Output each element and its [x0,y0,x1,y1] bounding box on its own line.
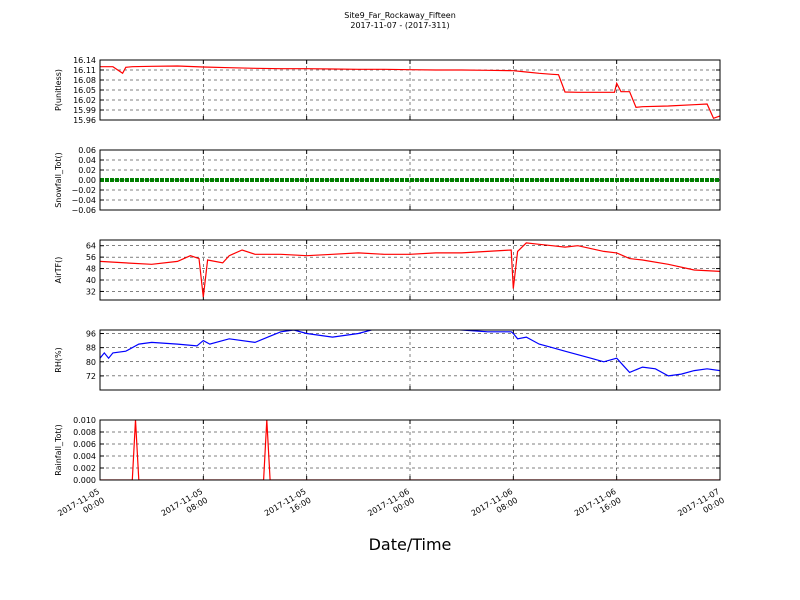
series-line-1 [100,65,720,120]
y-tick-label: −0.02 [71,186,96,195]
y-tick-label: 15.96 [73,116,96,125]
series-line-5 [100,420,720,480]
y-tick-label: 56 [86,253,96,262]
y-tick-label: 16.08 [73,76,96,85]
y-tick-label: 48 [86,265,96,274]
y-tick-label: 16.05 [73,86,96,95]
y-tick-label: −0.06 [71,206,96,215]
y-tick-label: 64 [86,242,96,251]
y-tick-label: 0.008 [73,428,96,437]
y-axis-label: RH(%) [54,347,63,372]
y-tick-label: −0.04 [71,196,96,205]
chart-title: Site9_Far_Rockaway_Fifteen [344,11,456,20]
y-tick-label: 0.00 [78,176,96,185]
x-tick-label: 2017-11-0616:00 [573,487,623,527]
y-axis-label: Rainfall_Tot() [54,424,63,476]
y-tick-label: 0.06 [78,146,96,155]
y-tick-label: 0.02 [78,166,96,175]
y-tick-label: 88 [86,344,96,353]
y-tick-label: 0.004 [73,452,96,461]
y-tick-label: 16.14 [73,56,96,65]
y-tick-label: 32 [86,287,96,296]
y-tick-label: 0.010 [73,416,96,425]
x-tick-label: 2017-11-0508:00 [160,487,210,527]
plot-frame [99,149,721,211]
y-tick-label: 72 [86,372,96,381]
y-tick-label: 0.002 [73,464,96,473]
y-tick-label: 16.11 [73,66,96,75]
y-tick-label: 0.006 [73,440,96,449]
y-tick-label: 16.02 [73,96,96,105]
y-axis-label: Snowfall_Tot() [54,152,63,208]
x-tick-label: 2017-11-0500:00 [56,487,106,527]
x-axis-label: Date/Time [368,535,452,554]
y-tick-label: 0.000 [73,476,96,485]
x-tick-label: 2017-11-0600:00 [366,487,416,527]
y-tick-label: 0.04 [78,156,96,165]
x-tick-label: 2017-11-0608:00 [470,487,520,527]
y-axis-label: AirTF() [54,257,63,284]
plot-frame [99,59,721,121]
y-axis-label: P(unitless) [54,69,63,111]
plot-frame [99,329,721,391]
y-tick-label: 15.99 [73,106,96,115]
plot-frame [99,239,721,301]
series-line-4 [100,330,720,377]
plot-frame [99,419,721,481]
chart-subtitle: 2017-11-07 - (2017-311) [350,21,450,30]
y-tick-label: 96 [86,330,96,339]
series-line-3 [100,242,720,298]
y-tick-label: 80 [86,358,96,367]
x-tick-label: 2017-11-0516:00 [263,487,313,527]
y-tick-label: 40 [86,276,96,285]
x-tick-label: 2017-11-0700:00 [676,487,726,527]
